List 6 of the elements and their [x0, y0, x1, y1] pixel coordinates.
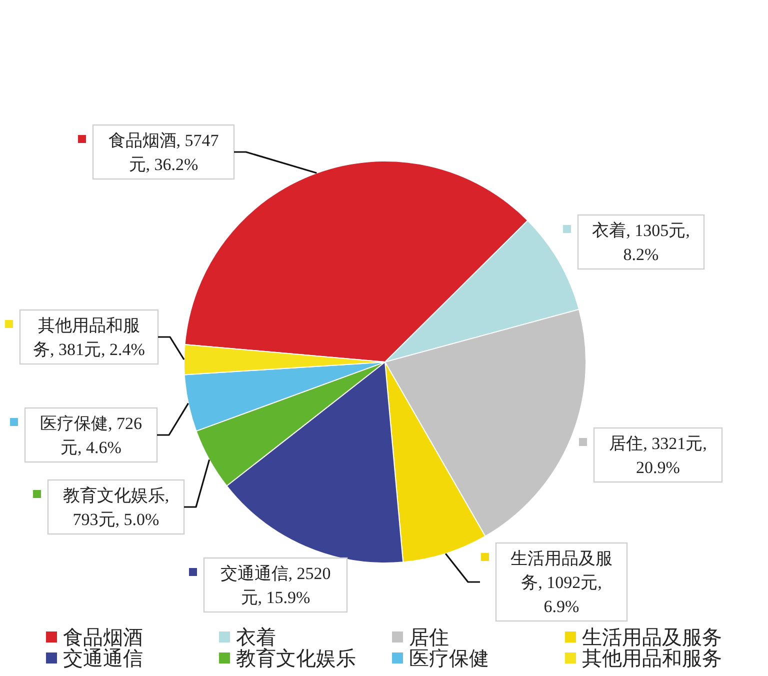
legend-label: 食品烟酒: [63, 627, 143, 649]
legend-label: 医疗保健: [409, 648, 489, 670]
legend-label: 衣着: [236, 626, 276, 649]
legend-label: 居住: [409, 627, 449, 649]
legend-label: 交通通信: [63, 648, 143, 670]
legend-label: 教育文化娱乐: [236, 647, 356, 670]
